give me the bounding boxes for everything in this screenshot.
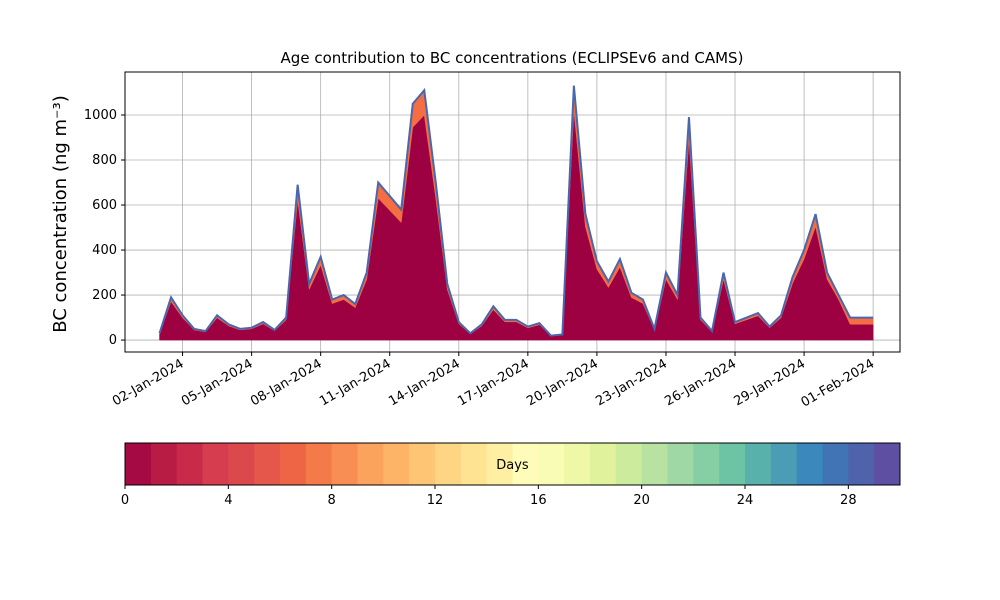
colorbar-cell	[383, 443, 410, 485]
colorbar-tick-label: 24	[737, 493, 754, 508]
colorbar-cell	[770, 443, 798, 485]
plot-frame	[124, 71, 901, 353]
colorbar-tick-label: 12	[427, 493, 444, 508]
colorbar-tick-label: 4	[224, 493, 232, 508]
chart-title: Age contribution to BC concentrations (E…	[281, 49, 744, 67]
y-tick-label: 1000	[84, 108, 117, 123]
colorbar-cell	[796, 443, 823, 485]
colorbar-cell	[590, 443, 617, 485]
colorbar-cell	[331, 443, 358, 485]
colorbar-cell	[667, 443, 694, 485]
colorbar-cell	[228, 443, 255, 485]
outline	[158, 85, 874, 337]
y-tick-label: 800	[92, 153, 117, 168]
y-tick-label: 0	[109, 333, 117, 348]
colorbar-cell	[564, 443, 591, 485]
colorbar-cell	[693, 443, 720, 485]
y-tick-label: 400	[92, 243, 117, 258]
colorbar-cell	[512, 443, 539, 485]
colorbar-cell	[615, 443, 643, 485]
colorbar-label: Days	[496, 458, 529, 473]
colorbar-tick-label: 8	[328, 493, 336, 508]
colorbar-cell	[280, 443, 307, 485]
colorbar-cell	[435, 443, 462, 485]
y-tick-label: 200	[92, 288, 117, 303]
colorbar-cell	[848, 443, 875, 485]
colorbar-cell	[176, 443, 203, 485]
colorbar-cell	[641, 443, 668, 485]
colorbar-cell	[254, 443, 281, 485]
colorbar-cell	[460, 443, 488, 485]
colorbar-cell	[305, 443, 333, 485]
colorbar-tick-label: 28	[840, 493, 857, 508]
colorbar-cell	[150, 443, 178, 485]
colorbar-cell	[486, 443, 513, 485]
colorbar-frame	[124, 442, 901, 486]
colorbar-cell	[874, 443, 901, 485]
colorbar-cell	[719, 443, 746, 485]
colorbar-cell	[822, 443, 849, 485]
y-axis-label: BC concentration (ng m⁻³)	[50, 95, 71, 333]
colorbar-tick-label: 16	[530, 493, 547, 508]
colorbar-cell	[409, 443, 436, 485]
colorbar-cell	[538, 443, 565, 485]
colorbar-cell	[202, 443, 229, 485]
colorbar-cell	[125, 443, 152, 485]
colorbar-tick-label: 0	[121, 493, 129, 508]
colorbar-cell	[745, 443, 772, 485]
y-tick-label: 600	[92, 198, 117, 213]
colorbar-cell	[357, 443, 384, 485]
colorbar-tick-label: 20	[633, 493, 650, 508]
